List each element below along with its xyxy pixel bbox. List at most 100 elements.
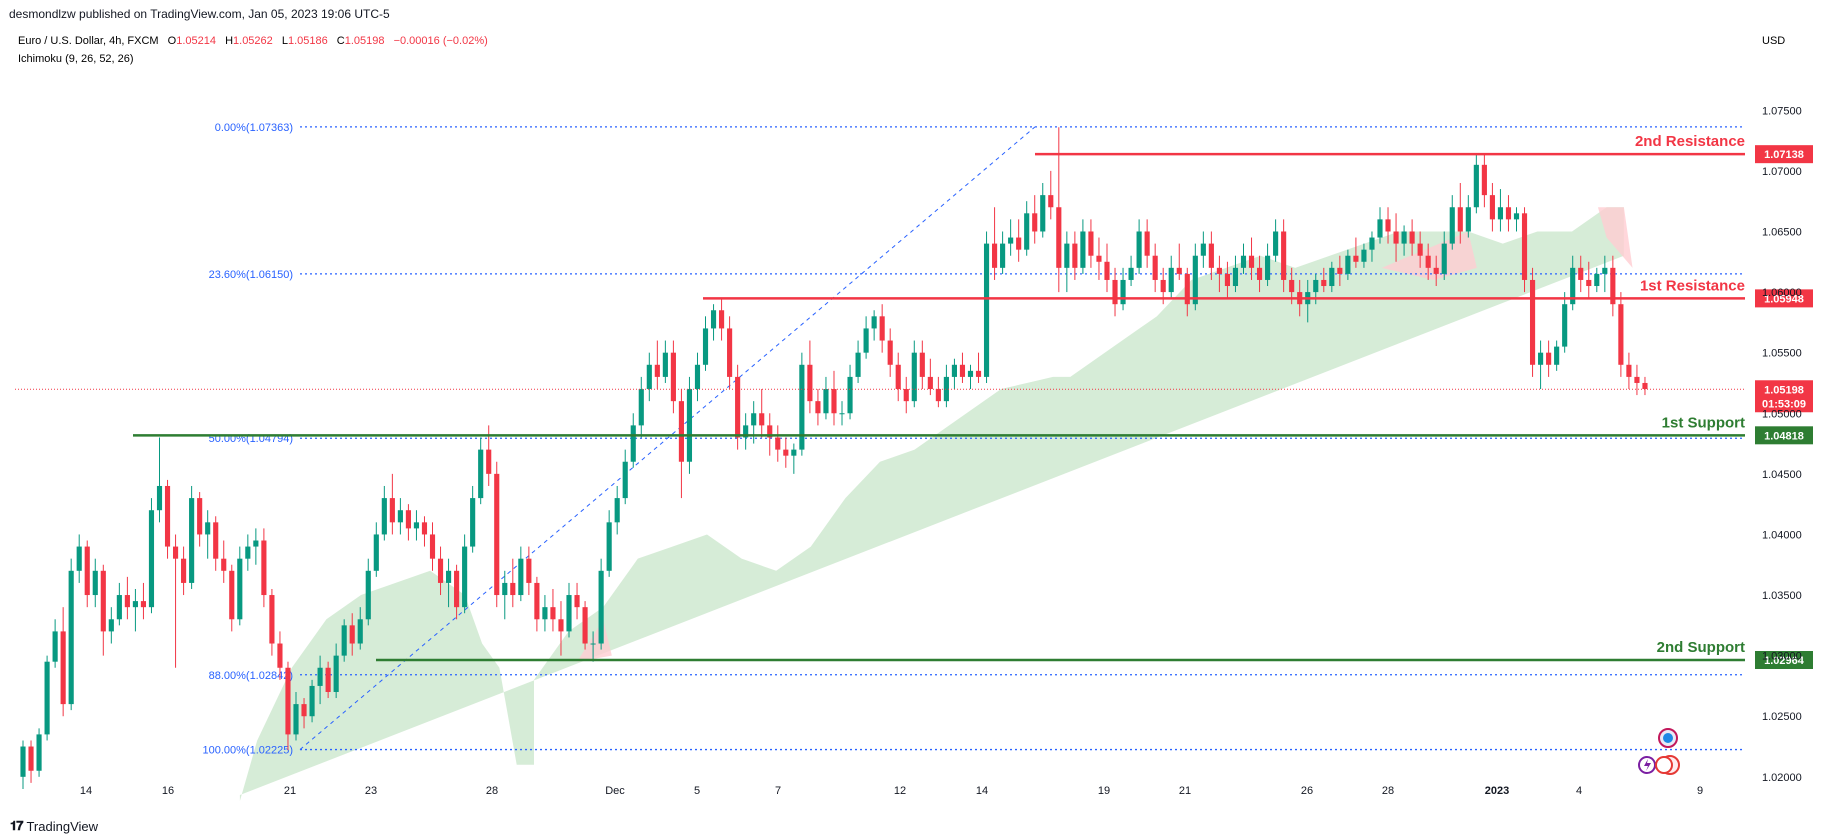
candle-body [1337,267,1343,274]
candle-body [1144,231,1150,256]
candle-body [719,310,725,329]
candle-body [486,449,492,474]
candle-body [1008,237,1014,244]
level-price-text: 1.07138 [1764,149,1804,161]
candle-body [181,558,187,583]
cloud-red-area-3 [1597,207,1633,268]
candle-body [341,625,347,656]
candle-body [494,473,500,596]
candle-body [189,498,195,583]
symbol-name: Euro / U.S. Dollar, 4h, FXCM [18,35,159,47]
candle-body [478,449,484,499]
candle-body [1529,279,1536,365]
price-tick-label: 1.02500 [1762,711,1802,723]
candle-body [1546,352,1552,365]
us-flag-icon-2[interactable] [1655,756,1673,774]
candle-body [1048,195,1054,208]
candle-body [678,401,684,462]
ichimoku-cloud [239,207,1633,802]
candle-body [1176,267,1182,274]
candle-body [919,352,925,377]
candle-body [1594,273,1600,287]
time-tick-label: 19 [1098,785,1110,797]
candle-body [1265,255,1271,280]
price-tick-label: 1.06000 [1762,287,1802,299]
time-tick-label: 21 [284,785,296,797]
candle-body [421,522,428,535]
time-tick-label: 5 [694,785,700,797]
candle-body [164,485,171,547]
candle-body [357,619,363,644]
tradingview-brand[interactable]: 𝟏𝟕 TradingView [10,818,98,834]
ohlc-change: −0.00016 (−0.02%) [394,35,488,47]
candle-body [1385,219,1391,232]
candle-body [943,376,949,402]
candle-body [959,364,966,377]
candle-body [437,558,444,583]
ohlc-high: 1.05262 [233,35,273,47]
level-price-tag [1755,145,1813,164]
candle-body [735,376,741,438]
candle-body [1152,255,1158,280]
currency-label: USD [1762,35,1785,47]
level-name-label: 2nd Support [1657,639,1745,656]
current-price-tag [1755,380,1813,413]
candle-body [1208,243,1214,268]
time-tick-label: 21 [1179,785,1191,797]
level-price-text: 1.05948 [1764,293,1804,305]
symbol-legend[interactable]: Euro / U.S. Dollar, 4h, FXCM O1.05214 H1… [18,35,488,47]
candle-body [462,546,468,608]
candle-body [502,582,508,596]
candle-body [365,570,371,620]
candle-body [76,546,82,571]
candle-body [172,546,179,559]
candle-body [253,540,259,547]
candle-body [767,425,773,438]
candle-body [1321,279,1327,287]
candle-body [397,510,403,523]
candle-body [1273,231,1279,256]
candle-body [1080,231,1086,268]
candle-body [582,607,588,644]
candle-body [84,546,90,596]
indicator-legend[interactable]: Ichimoku (9, 26, 52, 26) [18,53,134,65]
time-tick-label: 16 [162,785,174,797]
time-tick-label: 14 [80,785,92,797]
candle-body [140,601,147,608]
candle-body [205,522,211,535]
candle-body [197,498,203,535]
candle-body [534,582,540,620]
fib-level-label: 100.00%(1.02225) [202,745,293,757]
price-tick-label: 1.07000 [1762,166,1802,178]
candle-body [1578,267,1584,280]
candle-body [1401,231,1407,244]
candle-body [156,485,163,511]
price-tick-label: 1.03500 [1762,590,1802,602]
candle-body [1345,255,1351,274]
event-icons[interactable] [1638,728,1680,775]
candle-body [100,570,106,632]
candle-body [317,667,323,686]
candle-body [614,498,620,523]
candle-body [1377,219,1383,238]
candle-body [1618,304,1624,365]
fib-level-label: 23.60%(1.06150) [209,269,293,281]
candle-body [630,425,636,462]
candle-body [454,570,460,608]
time-tick-label: 2023 [1485,785,1509,797]
candle-body [1369,237,1375,250]
candle-body [791,449,797,456]
support-resistance-levels[interactable]: 2nd Resistance 1.07138 1st Resistance 1.059… [15,133,1813,669]
candle-body [590,643,596,645]
price-tick-label: 1.05500 [1762,348,1802,360]
candle-body [1586,279,1592,287]
candle-body [1104,261,1110,280]
candle-body [44,661,50,735]
candle-body [1505,207,1512,220]
candle-body [1602,267,1608,274]
candle-body [1216,267,1222,274]
price-tick-label: 1.06500 [1762,226,1802,238]
candle-body [879,316,885,341]
candle-body [1465,207,1471,232]
